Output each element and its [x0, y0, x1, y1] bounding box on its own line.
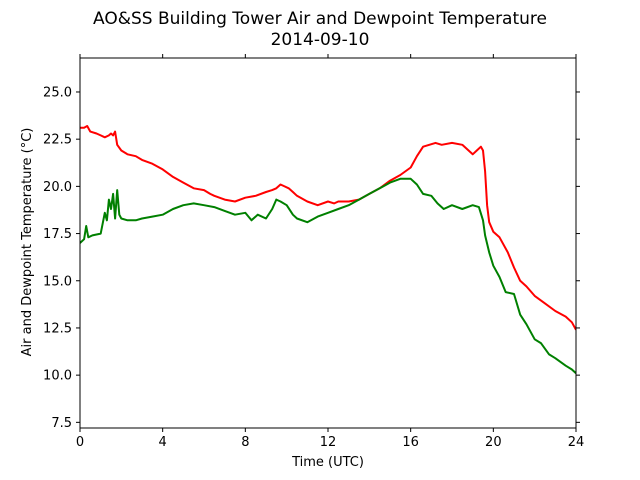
- chart-subtitle: 2014-09-10: [271, 30, 370, 50]
- series-line-dewpoint-temperature: [80, 177, 576, 375]
- x-tick-label: 16: [402, 435, 419, 450]
- x-tick-label: 8: [241, 435, 249, 450]
- x-axis-label: Time (UTC): [291, 455, 364, 470]
- x-tick-label: 12: [320, 435, 337, 450]
- y-axis: 7.5 10.0 12.5 15.0 17.5 20.0 22.5 25.0: [43, 85, 580, 431]
- series-line-air-temperature: [80, 125, 576, 331]
- x-tick-label: 4: [159, 435, 167, 450]
- y-tick-label: 15.0: [43, 274, 72, 289]
- y-tick-label: 20.0: [43, 180, 72, 195]
- chart-title: AO&SS Building Tower Air and Dewpoint Te…: [93, 9, 547, 29]
- y-tick-label: 7.5: [51, 416, 72, 431]
- y-tick-label: 10.0: [43, 369, 72, 384]
- y-axis-label: Air and Dewpoint Temperature (°C): [20, 128, 35, 357]
- x-axis: 0 4 8 12 16 20 24: [76, 54, 584, 450]
- y-tick-label: 25.0: [43, 85, 72, 100]
- y-tick-label: 12.5: [43, 321, 72, 336]
- x-tick-label: 24: [568, 435, 585, 450]
- x-tick-label: 20: [485, 435, 502, 450]
- y-tick-label: 17.5: [43, 227, 72, 242]
- y-tick-label: 22.5: [43, 133, 72, 148]
- x-tick-label: 0: [76, 435, 84, 450]
